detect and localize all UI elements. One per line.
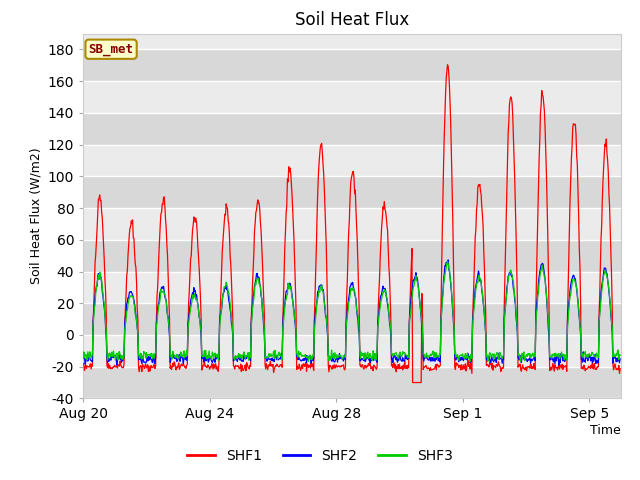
Text: Time: Time: [590, 424, 621, 437]
Bar: [83, 367, 621, 398]
Bar: [83, 272, 621, 303]
Text: SB_met: SB_met: [88, 43, 134, 56]
Bar: [83, 303, 621, 335]
Title: Soil Heat Flux: Soil Heat Flux: [295, 11, 409, 29]
Bar: [83, 240, 621, 272]
Bar: [83, 144, 621, 176]
Bar: [83, 81, 621, 113]
Bar: [83, 208, 621, 240]
Bar: [83, 176, 621, 208]
Bar: [83, 113, 621, 144]
Y-axis label: Soil Heat Flux (W/m2): Soil Heat Flux (W/m2): [29, 148, 42, 284]
Bar: [83, 335, 621, 367]
Bar: [83, 49, 621, 81]
Legend: SHF1, SHF2, SHF3: SHF1, SHF2, SHF3: [181, 443, 459, 468]
